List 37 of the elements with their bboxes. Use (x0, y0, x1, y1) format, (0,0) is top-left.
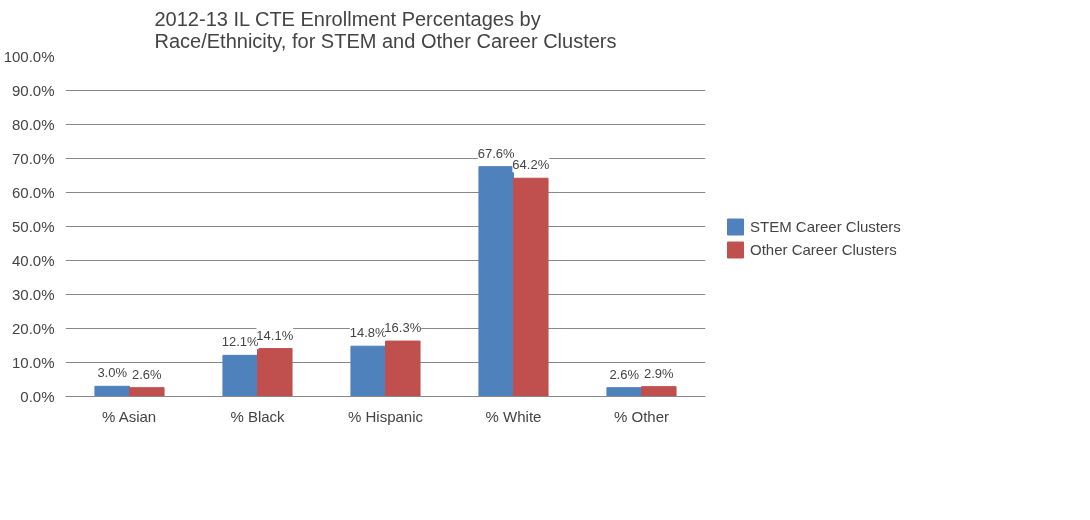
y-tick-label: 20.0% (11, 320, 55, 337)
data-label: 2.6% (609, 366, 640, 382)
x-tick-label: % Asian (101, 407, 157, 425)
y-tick-label: 50.0% (11, 218, 55, 235)
y-tick-label: 30.0% (11, 286, 55, 303)
y-tick-label: 90.0% (11, 82, 55, 99)
y-tick-label: 60.0% (11, 184, 55, 201)
y-tick-label: 70.0% (11, 150, 55, 167)
data-label: 3.0% (97, 365, 128, 381)
bar (94, 385, 130, 397)
bar (385, 340, 421, 397)
data-label: 67.6% (477, 145, 516, 161)
bar (257, 348, 293, 397)
x-tick-label: % White (485, 407, 542, 425)
legend-label: Other Career Clusters (750, 240, 897, 258)
bar (478, 166, 514, 397)
y-tick-label: 100.0% (3, 48, 55, 65)
bar (606, 387, 642, 397)
x-tick-label: % Other (613, 407, 670, 425)
data-label: 16.3% (384, 320, 422, 336)
legend-label: STEM Career Clusters (750, 217, 901, 235)
bar (350, 345, 386, 397)
chart-title: 2012-13 IL CTE Enrollment Percentages by Race/Ethnicity, for STEM and Other Career Clusters (154, 7, 617, 52)
bar (513, 177, 549, 397)
bar (222, 354, 258, 397)
data-label: 14.1% (256, 327, 294, 343)
x-tick-label: % Black (230, 407, 286, 425)
data-label: 64.2% (512, 157, 550, 173)
bar (129, 387, 165, 397)
data-label: 2.9% (643, 365, 675, 381)
y-tick-label: 10.0% (11, 354, 55, 371)
y-tick-label: 40.0% (11, 252, 55, 269)
x-tick-label: % Hispanic (347, 407, 424, 425)
bar (641, 386, 677, 397)
y-tick-label: 0.0% (20, 388, 55, 405)
y-tick-label: 80.0% (11, 116, 55, 133)
data-label: 2.6% (131, 366, 163, 382)
